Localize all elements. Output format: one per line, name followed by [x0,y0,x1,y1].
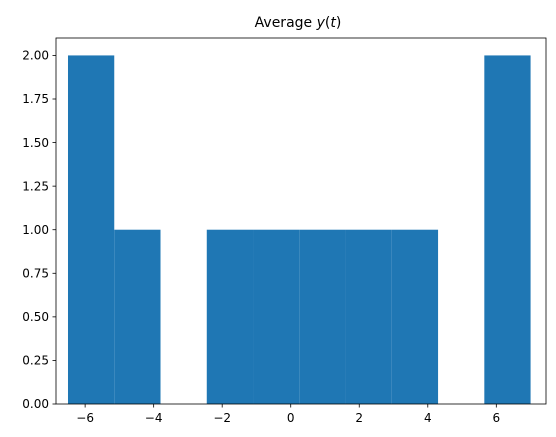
x-tick-label-0: −6 [76,411,94,425]
histogram-bar-3 [206,229,254,404]
histogram-bar-5 [299,229,346,404]
chart-title-argument: t [330,15,336,31]
x-tick-label-4: 2 [355,411,363,425]
histogram-bar-6 [345,229,392,404]
chart-title-prefix: Average [255,15,317,31]
x-tick-label-3: 0 [287,411,295,425]
histogram-bar-9 [484,55,531,405]
y-tick-label-0: 0.00 [22,397,49,411]
x-tick-label-6: 6 [492,411,500,425]
y-tick-label-8: 2.00 [22,49,49,63]
y-tick-label-2: 0.50 [22,310,49,324]
chart-title-variable: y [316,15,326,31]
histogram-bar-0 [67,55,115,405]
y-axis-ticks: 0.00 0.25 0.50 0.75 1.00 1.25 1.50 1.75 2.00 [22,49,56,411]
histogram-bar-1 [114,229,161,404]
chart-title-close-paren: ) [336,15,341,31]
y-tick-label-5: 1.25 [22,179,49,193]
chart-title-open-paren: ( [325,15,330,31]
y-tick-label-6: 1.50 [22,136,49,150]
y-tick-label-1: 0.25 [22,354,49,368]
chart-title: Average y(t) [255,15,342,31]
histogram-bar-7 [391,229,439,404]
x-axis-ticks: −6 −4 −2 0 2 4 6 [76,404,500,425]
x-tick-label-2: −2 [213,411,231,425]
x-tick-label-1: −4 [145,411,163,425]
x-tick-label-5: 4 [424,411,432,425]
y-tick-label-4: 1.00 [22,223,49,237]
bars-group [67,55,531,405]
y-tick-label-3: 0.75 [22,266,49,280]
y-tick-label-7: 1.75 [22,92,49,106]
histogram-bar-4 [253,229,300,404]
plot-frame [55,37,547,405]
